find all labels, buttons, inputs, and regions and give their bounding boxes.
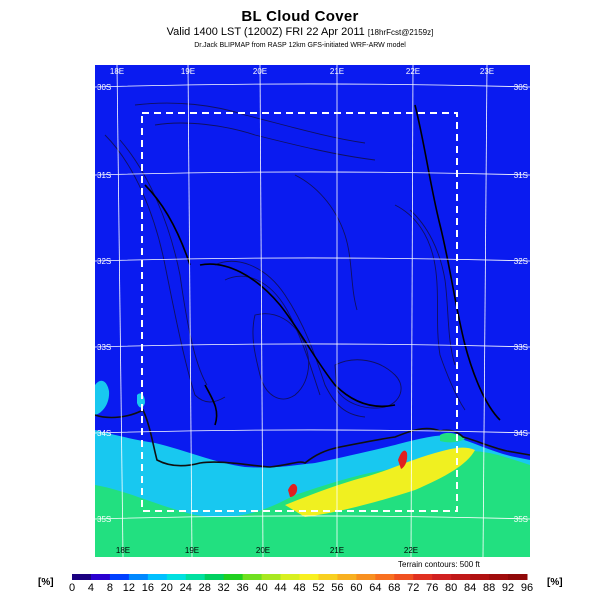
lat-label-left: 32S [97,257,111,266]
terrain-note: Terrain contours: 500 ft [398,560,480,569]
colorbar-swatch [394,574,414,580]
colorbar-swatch [185,574,206,580]
lon-label-top: 22E [406,67,420,76]
colorbar-tick-label: 56 [331,582,343,594]
colorbar-tick-label: 36 [237,582,249,594]
colorbar-swatch [261,574,282,580]
colorbar-swatch [318,574,338,580]
colorbar-swatch [109,574,130,580]
colorbar-swatch [451,574,471,580]
lon-label-top: 20E [253,67,267,76]
colorbar-swatch [375,574,395,580]
coastal-cloud-patch [440,432,465,443]
colorbar: 0 4 8 12 16 20 24 28 32 36 40 44 48 52 56 60 64 68 72 76 80 8… [69,574,533,594]
lat-label-left: 33S [97,343,111,352]
colorbar-tick-label: 80 [445,582,457,594]
lat-label-right: 35S [514,515,528,524]
colorbar-swatch [470,574,490,580]
colorbar-tick-label: 84 [464,582,476,594]
terrain-contours [104,102,466,418]
colorbar-tick-label: 12 [123,582,135,594]
colorbar-tick-label: 72 [407,582,419,594]
colorbar-tick-label: 28 [199,582,211,594]
colorbar-unit-right: [%] [547,577,563,588]
colorbar-tick-label: 8 [107,582,113,594]
peak-cloud-cell [398,450,408,469]
colorbar-tick-label: 32 [218,582,230,594]
colorbar-swatch [72,574,92,580]
colorbar-swatch [166,574,187,580]
colorbar-swatch [413,574,433,580]
colorbar-tick-label: 96 [521,582,533,594]
colorbar-tick-label: 88 [483,582,495,594]
colorbar-tick-label: 68 [388,582,400,594]
colorbar-tick-label: 60 [350,582,362,594]
lon-label-bottom: 18E [116,546,130,555]
lon-label-bottom: 20E [256,546,270,555]
colorbar-tick-label: 76 [426,582,438,594]
colorbar-swatch [204,574,225,580]
colorbar-swatch [242,574,263,580]
map-subtitle: Valid 1400 LST (1200Z) FRI 22 Apr 2011 [… [0,26,600,38]
high-cloud-region [285,447,475,517]
lon-label-bottom: 21E [330,546,344,555]
colorbar-tick-label: 16 [142,582,154,594]
colorbar-tick-label: 4 [88,582,94,594]
colorbar-tick-label: 48 [293,582,305,594]
map-title: BL Cloud Cover [241,8,359,25]
colorbar-swatch [128,574,149,580]
colorbar-swatch [223,574,244,580]
colorbar-swatch [356,574,376,580]
colorbar-tick-label: 52 [312,582,324,594]
colorbar-tick-label: 64 [369,582,381,594]
forecast-tag: [18hrFcst@2159z] [367,28,434,37]
coastal-cloud-patch [95,380,110,415]
colorbar-swatch [299,574,319,580]
lat-label-right: 33S [514,343,528,352]
colorbar-tick-label: 24 [180,582,192,594]
lat-label-left: 34S [97,429,111,438]
colorbar-swatch [90,574,111,580]
lat-label-right: 34S [514,429,528,438]
colorbar-swatch [147,574,168,580]
colorbar-tick-label: 40 [255,582,267,594]
lon-label-bottom: 22E [404,546,418,555]
lat-label-left: 31S [97,171,111,180]
peak-cloud-cell [288,483,298,497]
lon-label-bottom: 19E [185,546,199,555]
colorbar-swatch [280,574,300,580]
colorbar-tick-label: 20 [161,582,173,594]
lon-label-top: 19E [181,67,195,76]
colorbar-swatch [508,574,528,580]
lon-label-top: 21E [330,67,344,76]
terrain-contours-major [144,104,501,426]
lat-label-left: 30S [97,83,111,92]
lat-label-right: 31S [514,171,528,180]
lon-label-top: 18E [110,67,124,76]
lat-label-right: 32S [514,257,528,266]
colorbar-tick-label: 44 [274,582,286,594]
colorbar-swatch [432,574,452,580]
colorbar-swatch [337,574,357,580]
model-credit: Dr.Jack BLIPMAP from RASP 12km GFS-initi… [194,42,406,49]
colorbar-unit-left: [%] [38,577,54,588]
colorbar-tick-label: 0 [69,582,75,594]
colorbar-swatch [489,574,509,580]
coastline [94,408,531,468]
lat-lon-grid [94,64,531,558]
lat-label-left: 35S [97,515,111,524]
colorbar-tick-label: 92 [502,582,514,594]
lon-label-top: 23E [480,67,494,76]
valid-time: Valid 1400 LST (1200Z) FRI 22 Apr 2011 [166,26,365,38]
lat-label-right: 30S [514,83,528,92]
inner-domain-box [141,112,458,512]
